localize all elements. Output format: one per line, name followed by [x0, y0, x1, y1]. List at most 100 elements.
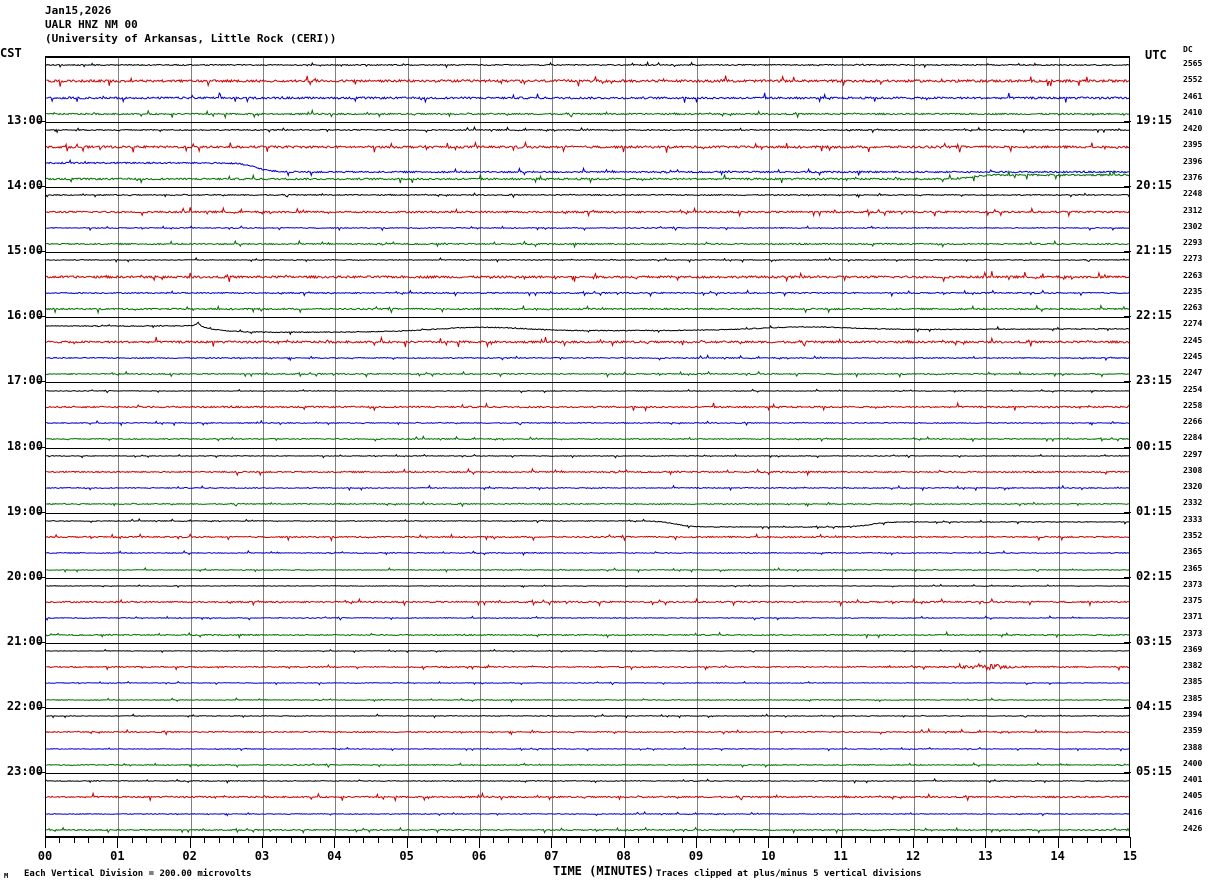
x-minor-tick [319, 837, 321, 843]
x-minor-tick [102, 837, 104, 843]
x-minor-tick [247, 837, 249, 843]
dc-value: 2359 [1183, 726, 1203, 736]
x-tick-label: 15 [1122, 849, 1138, 863]
dc-value: 2376 [1183, 173, 1203, 183]
seismic-trace [46, 466, 1129, 510]
hour-separator [46, 513, 1129, 514]
x-minor-tick [652, 837, 654, 843]
dc-value: 2565 [1183, 59, 1203, 69]
x-tick-label: 12 [905, 849, 921, 863]
hour-separator [46, 448, 1129, 449]
dc-value: 2416 [1183, 807, 1203, 817]
hour-label-cst: 15:00 [6, 243, 43, 258]
dc-value: 2273 [1183, 254, 1203, 264]
x-minor-tick [898, 837, 900, 843]
helicorder-plot[interactable] [45, 56, 1130, 837]
x-major-tick [1057, 837, 1059, 848]
x-minor-tick [450, 837, 452, 843]
hour-tick [38, 316, 45, 317]
vertical-gridline [697, 57, 698, 836]
dc-value: 2394 [1183, 709, 1203, 719]
vertical-gridline [914, 57, 915, 836]
x-tick-label: 11 [833, 849, 848, 863]
x-minor-tick [493, 837, 495, 843]
seismic-trace [46, 385, 1129, 429]
dc-value: 2263 [1183, 270, 1203, 280]
seismic-trace [46, 710, 1129, 754]
x-major-tick [479, 837, 480, 848]
hour-tick [38, 512, 45, 513]
x-minor-tick [927, 837, 929, 843]
vertical-gridline [263, 57, 264, 836]
hour-label-utc: 00:15 [1136, 438, 1173, 453]
x-minor-tick [522, 837, 524, 843]
x-minor-tick [421, 837, 423, 843]
dc-value: 2284 [1183, 433, 1203, 443]
hour-separator [46, 382, 1129, 383]
seismic-trace [46, 206, 1129, 250]
vertical-gridline [624, 57, 626, 836]
clip-note: Traces clipped at plus/minus 5 vertical … [656, 869, 922, 879]
dc-value: 2332 [1183, 498, 1203, 508]
seismic-trace [46, 499, 1129, 543]
vertical-gridline [1058, 57, 1060, 836]
dc-value: 2293 [1183, 238, 1203, 248]
dc-value: 2352 [1183, 530, 1203, 540]
seismic-trace [46, 157, 1129, 201]
seismic-trace [46, 661, 1129, 705]
x-minor-tick [1028, 837, 1030, 843]
vertical-gridline [407, 57, 409, 836]
x-minor-tick [753, 837, 755, 843]
x-minor-tick [609, 837, 611, 843]
dc-value: 2297 [1183, 449, 1203, 459]
seismic-trace [46, 596, 1129, 640]
x-minor-tick [739, 837, 741, 843]
x-axis-title: TIME (MINUTES) [553, 864, 655, 878]
x-tick-label: 05 [399, 849, 414, 863]
x-tick-label: 00 [37, 849, 53, 863]
utc-tick [1124, 381, 1131, 382]
dc-value: 2245 [1183, 352, 1203, 361]
x-minor-tick [811, 837, 813, 843]
x-minor-tick [1014, 837, 1016, 843]
seismic-trace [46, 808, 1129, 836]
dc-value: 2385 [1183, 677, 1203, 687]
seismic-trace [46, 125, 1129, 169]
x-major-tick [406, 837, 408, 848]
x-axis [45, 837, 1131, 855]
dc-value: 2385 [1183, 693, 1203, 703]
utc-tick [1124, 707, 1131, 708]
chart-header: Jan15,2026 UALR HNZ NM 00 (University of… [45, 4, 336, 46]
x-tick-label: 02 [182, 849, 197, 863]
seismic-trace [46, 645, 1129, 689]
corner-glyph: M [4, 872, 9, 880]
hour-tick [38, 251, 45, 252]
seismic-trace [46, 352, 1129, 396]
x-minor-tick [464, 837, 466, 843]
dc-value: 2248 [1183, 189, 1203, 199]
dc-value: 2420 [1183, 124, 1203, 134]
hour-label-utc: 01:15 [1136, 503, 1173, 518]
dc-value: 2365 [1183, 563, 1203, 573]
dc-value: 2308 [1183, 465, 1203, 475]
x-minor-tick [175, 837, 177, 843]
hour-label-cst: 16:00 [6, 308, 43, 323]
dc-value: 2395 [1183, 140, 1203, 150]
hour-tick [38, 707, 45, 708]
dc-value: 2320 [1183, 482, 1203, 492]
hour-label-utc: 19:15 [1136, 113, 1173, 128]
x-minor-tick [782, 837, 784, 843]
hour-tick [38, 121, 45, 122]
hour-label-utc: 05:15 [1136, 763, 1173, 778]
vertical-gridline [769, 57, 771, 836]
dc-value: 2400 [1183, 758, 1203, 768]
seismic-trace [46, 450, 1129, 494]
x-tick-label: 10 [761, 849, 776, 863]
x-major-tick [623, 837, 625, 848]
utc-tick [1124, 577, 1131, 578]
seismic-trace [46, 580, 1129, 624]
dc-value: 2405 [1183, 791, 1203, 801]
seismic-trace [46, 238, 1129, 282]
scale-note: Each Vertical Division = 200.00 microvol… [24, 869, 252, 879]
x-tick-label: 04 [327, 849, 342, 863]
